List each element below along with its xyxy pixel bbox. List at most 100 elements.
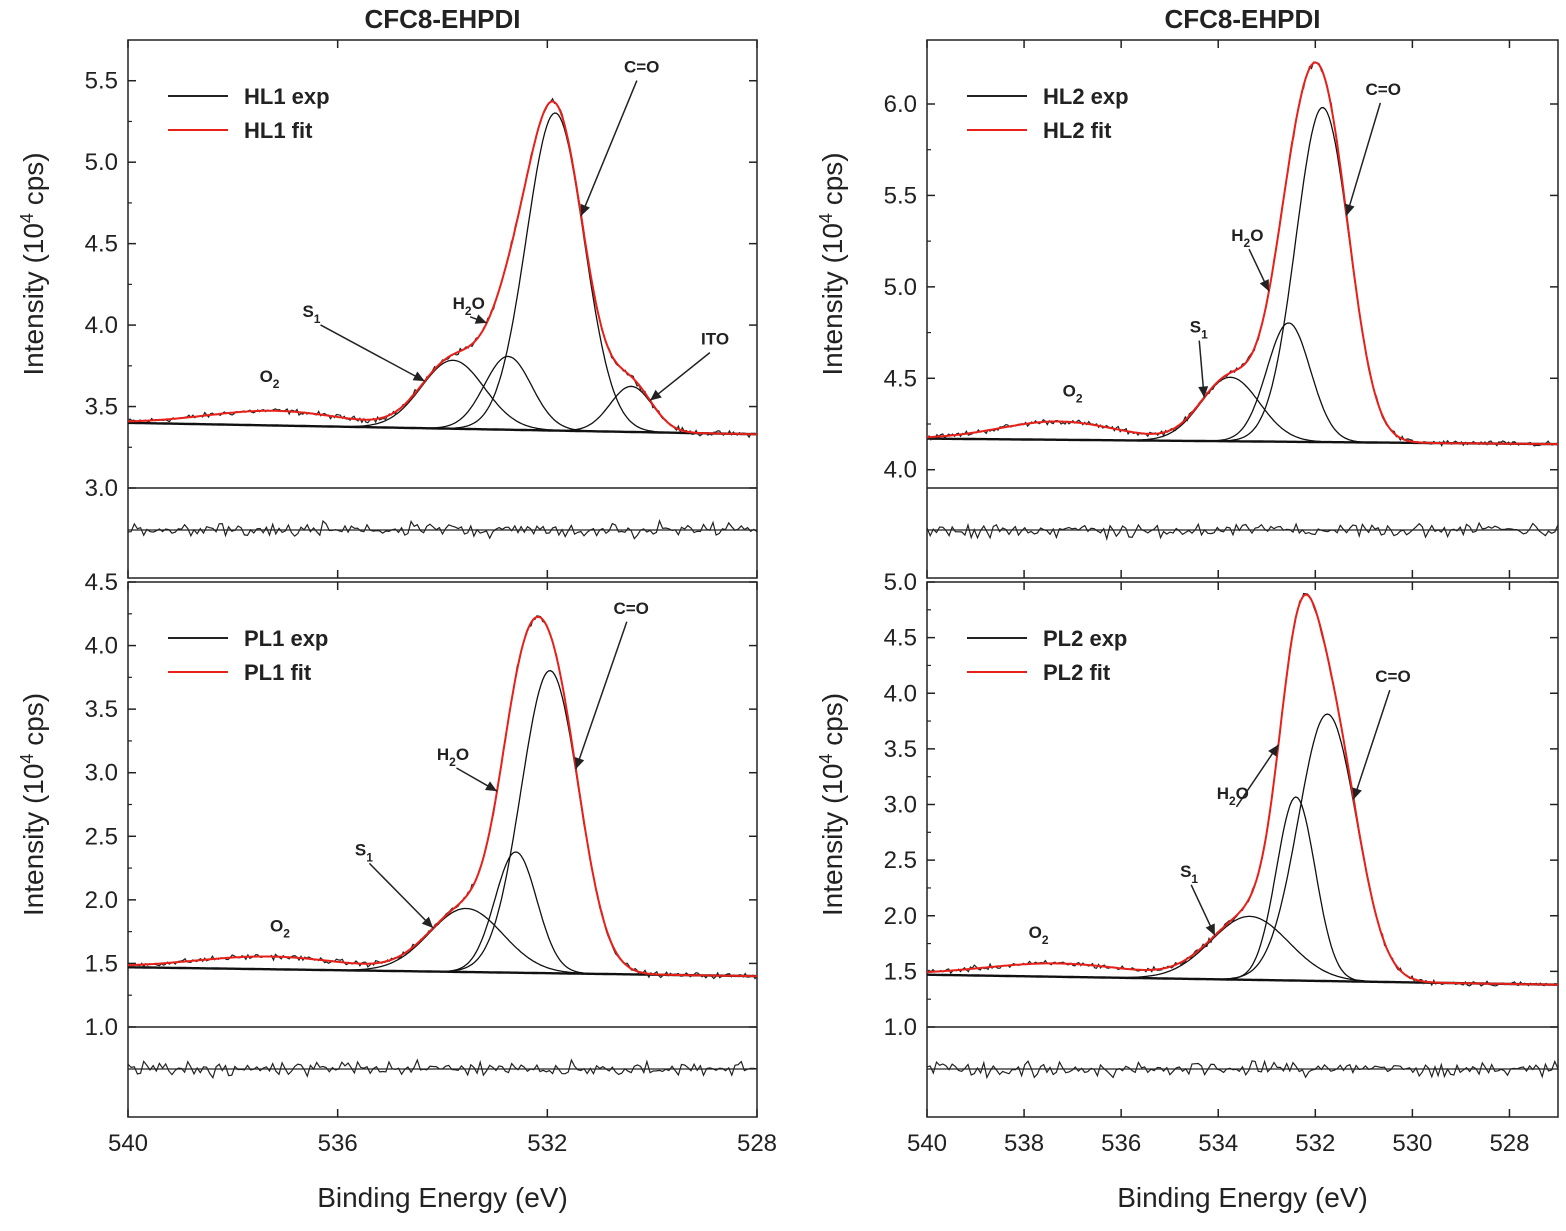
annotation-arrow: [368, 862, 434, 929]
chart-panel-2: CFC8-EHPDI 4.0 4.5 5.0 5.5 6.0 Intensity (104 …: [816, 4, 1559, 579]
annotation-arrowhead: [1205, 923, 1215, 936]
residual-line: [127, 1058, 758, 1080]
peak-annotation: C=O: [1375, 667, 1410, 686]
legend-entry: HL1 exp: [244, 84, 330, 109]
y-tick-label: 3.5: [85, 394, 118, 421]
peak-annotation: S1: [302, 302, 320, 326]
x-tick-label: 534: [1198, 1130, 1238, 1157]
y-tick-label: 3.0: [884, 792, 917, 819]
peak-annotation: C=O: [1366, 80, 1401, 99]
component-peak-s1: [127, 359, 757, 435]
chart-panel-4: 1.0 1.5 2.0 2.5 3.0 3.5 4.0 4.5 5.0 540 538 536 534 5…: [816, 569, 1559, 1213]
residual-line: [127, 519, 758, 540]
legend-entry: HL2 fit: [1043, 118, 1112, 143]
peak-annotation: O2: [260, 367, 280, 391]
y-tick-label: 3.5: [884, 736, 917, 763]
y-tick-label: 1.0: [85, 1014, 118, 1041]
annotation-arrowhead: [474, 314, 487, 324]
x-tick-label: 532: [527, 1130, 567, 1157]
chart-panel-3: 1.0 1.5 2.0 2.5 3.0 3.5 4.0 4.5 540 536 532 528 Inte…: [17, 569, 777, 1213]
annotation-arrowhead: [1352, 787, 1362, 800]
y-axis-label: Intensity (104 cps): [816, 152, 848, 375]
y-tick-label: 1.0: [884, 1014, 917, 1041]
annotation-arrowhead: [484, 781, 498, 792]
x-axis-label: Binding Energy (eV): [1117, 1182, 1368, 1213]
annotation-arrow: [320, 324, 426, 382]
plot-frame: [926, 39, 1559, 579]
annotation-arrow: [649, 352, 711, 402]
chart-panel-1: CFC8-EHPDI 3.0 3.5 4.0 4.5 5.0 5.5 Intensity (1…: [17, 4, 758, 579]
legend-entry: PL1 exp: [244, 626, 328, 651]
peak-annotation: O2: [270, 917, 290, 941]
x-axis-label: Binding Energy (eV): [317, 1182, 568, 1213]
peak-annotation: S1: [1190, 318, 1208, 342]
y-tick-label: 3.0: [85, 475, 118, 502]
y-tick-label: 4.5: [85, 231, 118, 258]
annotation-arrow: [580, 80, 638, 217]
experimental-line: [926, 61, 1559, 447]
peak-annotation: O2: [1029, 923, 1049, 947]
x-tick-label: 532: [1295, 1130, 1335, 1157]
experimental-line: [127, 97, 758, 439]
fit-line: [926, 593, 1558, 986]
residual-line: [926, 521, 1559, 542]
x-tick-label: 528: [737, 1130, 777, 1157]
annotation-arrowhead: [1198, 386, 1209, 398]
legend-entry: HL2 exp: [1043, 84, 1129, 109]
peak-annotation: H2O: [453, 294, 485, 318]
component-peak-h2o: [127, 355, 757, 435]
y-tick-label: 5.0: [884, 274, 917, 301]
y-tick-label: 2.5: [884, 847, 917, 874]
peak-annotation: H2O: [1231, 226, 1263, 250]
y-tick-label: 4.0: [884, 457, 917, 484]
annotation-arrowhead: [1259, 279, 1269, 292]
peak-annotation: H2O: [437, 745, 469, 769]
y-tick-label: 2.0: [884, 903, 917, 930]
peak-annotation: S1: [1180, 862, 1198, 886]
component-peak-co: [127, 112, 757, 435]
annotation-arrowhead: [421, 916, 434, 928]
component-peak-h2o: [927, 796, 1558, 986]
x-tick-label: 536: [1101, 1130, 1141, 1157]
y-axis-label: Intensity (104 cps): [17, 693, 49, 916]
y-tick-label: 3.0: [85, 760, 118, 787]
annotation-arrow: [1345, 102, 1382, 216]
annotation-arrow: [1235, 744, 1280, 808]
x-tick-label: 540: [108, 1130, 148, 1157]
y-tick-label: 5.5: [884, 182, 917, 209]
y-tick-label: 4.5: [85, 569, 118, 596]
legend-entry: PL2 exp: [1043, 626, 1127, 651]
y-tick-label: 4.0: [884, 680, 917, 707]
y-tick-label: 1.5: [85, 950, 118, 977]
x-tick-label: 530: [1392, 1130, 1432, 1157]
fit-line: [127, 615, 757, 978]
x-tick-label: 538: [1004, 1130, 1044, 1157]
y-tick-label: 6.0: [884, 91, 917, 118]
residual-line: [926, 1059, 1559, 1080]
component-peak-co: [127, 670, 757, 977]
plot-frame: [127, 581, 758, 1118]
annotation-arrowhead: [574, 756, 585, 770]
chart-title: CFC8-EHPDI: [364, 4, 520, 34]
y-tick-label: 4.5: [884, 365, 917, 392]
y-tick-label: 2.5: [85, 823, 118, 850]
annotation-arrowhead: [412, 371, 425, 382]
annotation-arrowhead: [580, 203, 590, 216]
component-peak-co: [927, 713, 1558, 986]
x-tick-label: 536: [318, 1130, 358, 1157]
peak-annotation: C=O: [613, 599, 648, 618]
plot-frame: [127, 39, 758, 579]
annotation-arrow: [1352, 689, 1391, 800]
component-peak-s1: [927, 376, 1558, 445]
legend-entry: HL1 fit: [244, 118, 313, 143]
plot-frame: [926, 581, 1559, 1118]
baseline-line: [127, 421, 757, 436]
x-tick-label: 528: [1489, 1130, 1529, 1157]
y-tick-label: 5.0: [884, 569, 917, 596]
y-tick-label: 1.5: [884, 958, 917, 985]
fit-line: [926, 61, 1558, 446]
legend-entry: PL2 fit: [1043, 660, 1111, 685]
y-tick-label: 2.0: [85, 887, 118, 914]
y-tick-label: 4.0: [85, 633, 118, 660]
